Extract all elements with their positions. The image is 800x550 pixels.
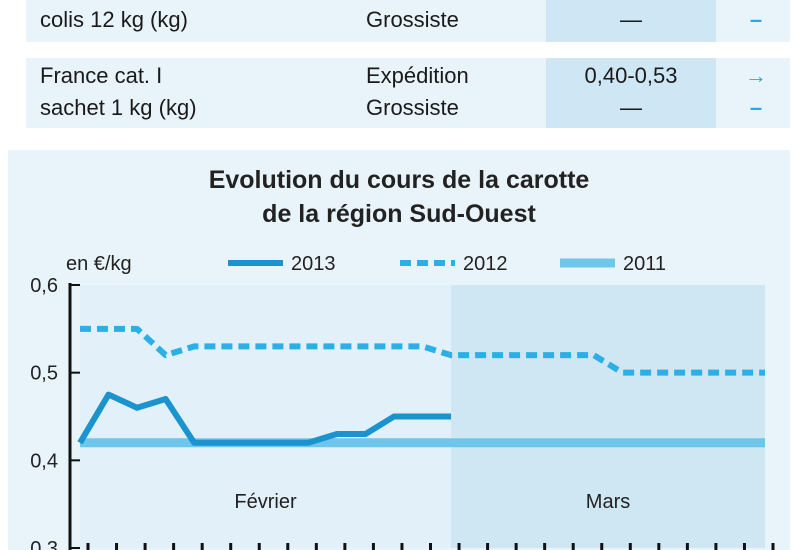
y-tick-label: 0,3 (30, 538, 58, 550)
y-unit-label: en €/kg (66, 253, 132, 275)
trend-icon: – (749, 7, 763, 32)
table-row: France cat. I sachet 1 kg (kg) Expéditio… (26, 58, 790, 128)
legend-label-2011: 2011 (623, 253, 666, 275)
product-label: colis 12 kg (kg) (40, 7, 188, 32)
price-cell-bg (546, 58, 716, 128)
product-label-line-1: France cat. I (40, 63, 163, 88)
series-line-2013 (77, 391, 452, 446)
y-tick-label: 0,6 (30, 275, 58, 297)
market-type-label: Grossiste (366, 7, 459, 32)
legend-label-2012: 2012 (463, 253, 508, 275)
month-label: Février (234, 491, 297, 513)
price-value-2: — (620, 95, 642, 120)
price-value: — (620, 7, 642, 32)
market-type-label-2: Grossiste (366, 95, 459, 120)
y-tick-label: 0,5 (30, 363, 58, 385)
market-type-label-1: Expédition (366, 63, 469, 88)
price-table: colis 12 kg (kg) Grossiste — – France ca… (26, 0, 790, 128)
y-tick-label: 0,4 (30, 450, 58, 472)
chart-title-line-2: de la région Sud-Ouest (262, 200, 536, 228)
trend-arrow-icon: → (745, 63, 767, 88)
legend-label-2013: 2013 (291, 253, 336, 275)
series-line-2012 (80, 325, 765, 376)
chart-title: Evolution du cours de la carotte de la r… (8, 163, 790, 231)
trend-dash-icon: – (749, 95, 763, 120)
price-value: 0,40-0,53 (584, 63, 678, 88)
product-label-line-2: sachet 1 kg (kg) (40, 95, 197, 120)
row-divider (26, 42, 790, 58)
chart-title-line-1: Evolution du cours de la carotte (208, 166, 590, 194)
month-label: Mars (586, 491, 630, 513)
table-row: colis 12 kg (kg) Grossiste — – (26, 0, 790, 42)
price-cell-bg (546, 0, 716, 42)
month-band (451, 285, 765, 548)
